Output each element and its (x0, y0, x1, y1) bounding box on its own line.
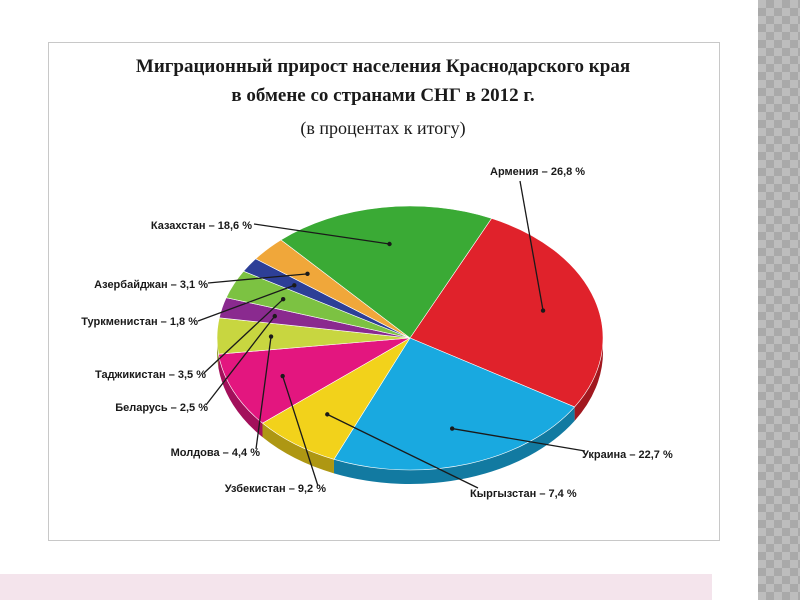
leader-line-azerbaijan (207, 273, 308, 284)
leader-dot-uzbekistan (280, 373, 285, 379)
leader-dot-armenia (540, 308, 546, 313)
leader-dot-turkmenistan (292, 283, 297, 288)
leader-line-turkmenistan (197, 284, 295, 322)
decorative-pattern-strip (758, 0, 800, 600)
slice-label-ukraine: Украина – 22,7 % (582, 449, 673, 461)
leader-line-moldova (255, 336, 272, 450)
leader-dot-moldova (268, 334, 274, 339)
leader-dot-belarus (272, 313, 277, 319)
leader-line-kazakhstan (253, 223, 390, 245)
chart-subtitle: (в процентах к итогу) (300, 118, 466, 138)
slice-label-tajikistan: Таджикистан – 3,5 % (95, 369, 206, 381)
slice-label-azerbaijan: Азербайджан – 3,1 % (94, 279, 208, 291)
pie-side-uzbekistan (218, 354, 263, 438)
slice-label-belarus: Беларусь – 2,5 % (115, 402, 208, 414)
pie-side-kyrgyzstan (262, 423, 334, 474)
slice-label-moldova: Молдова – 4,4 % (171, 447, 261, 459)
pie-side-armenia (574, 338, 603, 421)
slice-label-uzbekistan: Узбекистан – 9,2 % (225, 483, 327, 495)
slice-label-kyrgyzstan: Кыргызстан – 7,4 % (470, 488, 577, 500)
leader-line-belarus (205, 315, 276, 406)
bottom-band (0, 574, 712, 600)
pie-slice-armenia (409, 218, 604, 408)
leader-dot-kyrgyzstan (325, 412, 330, 417)
chart-title-line-1: Миграционный прирост населения Краснодар… (135, 56, 631, 77)
leader-dot-kazakhstan (387, 241, 392, 247)
leader-dot-ukraine (449, 426, 455, 431)
chart-title-line-2: в обмене со странами СНГ в 2012 г. (231, 85, 535, 106)
leader-line-tajikistan (203, 298, 284, 374)
leader-line-armenia (519, 180, 544, 311)
leader-line-ukraine (452, 427, 586, 452)
pie-side-ukraine (333, 406, 575, 484)
slice-label-kazakhstan: Казахстан – 18,6 % (151, 220, 252, 232)
chart-title: Миграционный прирост населения Краснодар… (48, 52, 718, 110)
leader-line-kyrgyzstan (327, 413, 479, 489)
leader-dot-azerbaijan (305, 271, 310, 277)
slice-label-armenia: Армения – 26,8 % (490, 166, 585, 178)
slice-label-turkmenistan: Туркменистан – 1,8 % (81, 316, 198, 328)
leader-line-uzbekistan (282, 375, 319, 487)
pie-slice-ukraine (333, 337, 576, 471)
leader-dot-tajikistan (280, 296, 286, 302)
